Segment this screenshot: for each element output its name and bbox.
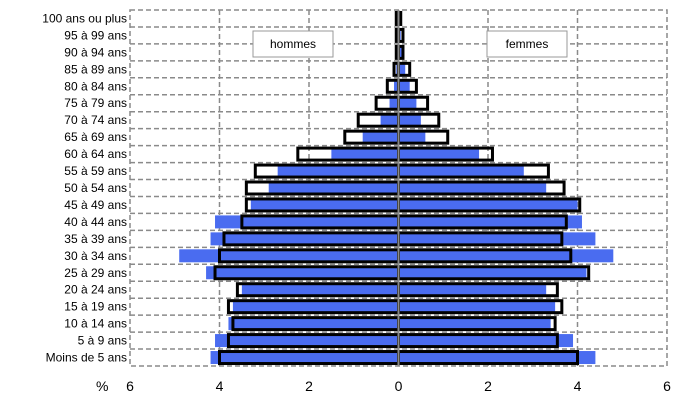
bar-filled-femmes — [398, 300, 556, 314]
bar-filled-hommes — [250, 198, 399, 212]
bar-filled-femmes — [398, 45, 403, 59]
age-group-labels: 100 ans ou plus 95 à 99 ans 90 à 94 ans 85 … — [42, 11, 127, 364]
bar-filled-femmes — [398, 147, 480, 161]
bar-filled-hommes — [331, 147, 399, 161]
x-tick-label: 0 — [395, 378, 403, 394]
age-group-label: Moins de 5 ans — [46, 351, 127, 365]
legend-femmes: femmes — [486, 30, 568, 58]
legend-femmes-text: femmes — [506, 37, 549, 51]
age-group-label: 50 à 54 ans — [64, 181, 127, 195]
bar-filled-hommes — [232, 300, 399, 314]
bar-filled-hommes — [228, 317, 399, 331]
bar-filled-femmes — [398, 164, 524, 178]
age-group-label: 80 à 84 ans — [64, 79, 127, 93]
age-group-label: 75 à 79 ans — [64, 96, 127, 110]
bar-filled-femmes — [398, 130, 426, 144]
x-tick-label: 2 — [484, 378, 492, 394]
age-group-label: 45 à 49 ans — [64, 198, 127, 212]
x-tick-labels: 6 4 2 0 2 4 6 — [126, 378, 671, 394]
bar-filled-femmes — [398, 283, 547, 297]
x-tick-label: 2 — [305, 378, 313, 394]
legend-hommes-box — [252, 30, 334, 58]
age-group-label: 55 à 59 ans — [64, 164, 127, 178]
age-group-label: 5 à 9 ans — [78, 334, 127, 348]
bar-filled-hommes — [394, 79, 399, 93]
bar-filled-hommes — [241, 283, 399, 297]
age-group-label: 65 à 69 ans — [64, 130, 127, 144]
age-group-label: 70 à 74 ans — [64, 113, 127, 127]
age-group-label: 90 à 94 ans — [64, 45, 127, 59]
bar-filled-femmes — [398, 334, 574, 348]
bar-filled-femmes — [398, 198, 578, 212]
age-group-label: 40 à 44 ans — [64, 215, 127, 229]
bar-filled-femmes — [398, 351, 596, 365]
filled-bars — [179, 28, 614, 365]
bar-filled-hommes — [210, 232, 399, 246]
bar-filled-femmes — [398, 317, 551, 331]
legend-hommes: hommes — [252, 30, 334, 58]
bar-filled-femmes — [398, 249, 614, 263]
age-group-label: 15 à 19 ans — [64, 300, 127, 314]
bar-filled-hommes — [380, 113, 399, 127]
bar-filled-femmes — [398, 62, 406, 76]
bar-filled-femmes — [398, 232, 596, 246]
bar-filled-hommes — [277, 164, 399, 178]
bar-filled-hommes — [389, 96, 399, 110]
x-tick-label: 4 — [216, 378, 224, 394]
bar-filled-hommes — [210, 351, 399, 365]
age-group-label: 35 à 39 ans — [64, 232, 127, 246]
bar-filled-hommes — [179, 249, 399, 263]
bar-filled-hommes — [268, 181, 399, 195]
age-group-label: 100 ans ou plus — [42, 11, 127, 25]
age-group-label: 10 à 14 ans — [64, 317, 127, 331]
age-group-label: 20 à 24 ans — [64, 283, 127, 297]
bar-filled-hommes — [215, 334, 399, 348]
bar-filled-hommes — [206, 266, 399, 280]
legend-hommes-text: hommes — [270, 37, 316, 51]
age-group-label: 85 à 89 ans — [64, 62, 127, 76]
age-group-label: 30 à 34 ans — [64, 249, 127, 263]
bar-filled-femmes — [398, 266, 587, 280]
bar-filled-hommes — [362, 130, 399, 144]
bar-filled-hommes — [215, 215, 399, 229]
age-group-label: 25 à 29 ans — [64, 266, 127, 280]
x-tick-label: 6 — [663, 378, 671, 394]
bar-filled-femmes — [398, 79, 410, 93]
bar-filled-femmes — [398, 181, 547, 195]
bar-filled-femmes — [398, 215, 582, 229]
x-tick-label: 4 — [574, 378, 582, 394]
x-tick-label: 6 — [126, 378, 134, 394]
unit-label: % — [96, 378, 108, 394]
age-group-label: 60 à 64 ans — [64, 147, 127, 161]
bar-filled-femmes — [398, 113, 421, 127]
legend-femmes-box — [486, 30, 568, 58]
bar-filled-femmes — [398, 96, 417, 110]
age-group-label: 95 à 99 ans — [64, 28, 127, 42]
